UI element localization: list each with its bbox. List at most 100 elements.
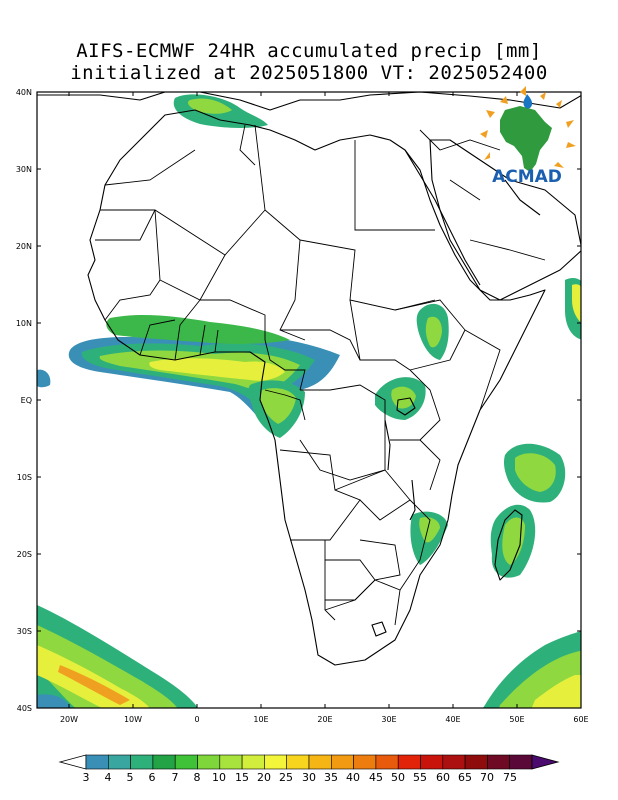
lat-label: 40S: [17, 704, 32, 713]
colorbar-labels: 3 4 5 6 7 8 10 15 20 25 30 35 40 45 50 5…: [83, 771, 518, 784]
colorbar-label: 50: [391, 771, 405, 784]
precip-left-edge: [37, 369, 51, 388]
precip-indian-ocean-core: [515, 453, 556, 492]
lat-label: 20S: [17, 550, 32, 559]
colorbar-label: 35: [324, 771, 338, 784]
border-tunisia: [239, 124, 256, 166]
colorbar-cell: [442, 754, 466, 770]
colorbar-label: 75: [503, 771, 517, 784]
colorbar-cell: [509, 754, 533, 770]
colorbar-cell: [264, 754, 287, 770]
colorbar-label: 3: [83, 771, 90, 784]
precip-mediterranean-core: [187, 98, 232, 114]
lake-tanganyika: [384, 419, 391, 471]
colorbar-label: 4: [105, 771, 112, 784]
lake-malawi: [409, 479, 416, 521]
border-tanzania: [390, 439, 441, 491]
colorbar-label: 30: [302, 771, 316, 784]
colorbar-cell: [197, 754, 221, 770]
lon-label: 50E: [509, 715, 524, 724]
arabia-coast: [429, 139, 581, 301]
border-kenya: [409, 369, 441, 441]
colorbar-label: 70: [480, 771, 494, 784]
colorbar-cell: [152, 754, 176, 770]
colorbar-over-triangle: [531, 754, 560, 770]
border-algeria-libya: [254, 124, 301, 241]
colorbar-cell: [286, 754, 310, 770]
precip-east-edge-core: [572, 284, 581, 323]
border-sudan: [299, 239, 436, 311]
border-arabia-1: [469, 239, 546, 261]
border-mozambique: [399, 499, 431, 591]
lesotho: [371, 621, 387, 637]
colorbar-label: 25: [279, 771, 293, 784]
lat-label: 30N: [16, 165, 32, 174]
colorbar-cell: [420, 754, 444, 770]
colorbar-label: 20: [257, 771, 271, 784]
africa-coastline: [87, 109, 546, 666]
lon-label: 30E: [381, 715, 396, 724]
colorbar-label: 40: [346, 771, 360, 784]
lon-label: 40E: [445, 715, 460, 724]
border-westafrica-1: [104, 279, 161, 321]
colorbar-cell: [397, 754, 421, 770]
border-gabon-congo: [264, 389, 306, 421]
colorbar-label: 65: [458, 771, 472, 784]
lake-victoria: [396, 397, 416, 416]
border-westafrica-5: [214, 329, 219, 353]
colorbar-cell: [375, 754, 399, 770]
border-arabia-2: [449, 179, 481, 201]
border-libya-egypt: [354, 140, 435, 231]
map-title-line2: initialized at 2025051800 VT: 2025052400: [70, 62, 548, 84]
precip-mozambique-core: [419, 517, 440, 543]
border-zimbabwe: [359, 539, 401, 581]
lat-label: EQ: [21, 396, 32, 405]
precip-madagascar-core: [502, 517, 525, 565]
lon-label: 10E: [253, 715, 268, 724]
border-somalia: [464, 329, 501, 411]
border-south-africa: [324, 579, 401, 626]
precip-layer: [37, 94, 581, 708]
colorbar-cells: [85, 754, 533, 770]
lat-label: 30S: [17, 627, 32, 636]
colorbar-cell: [308, 754, 332, 770]
colorbar-label: 5: [127, 771, 134, 784]
lon-label: 60E: [573, 715, 588, 724]
precip-westafrica-coast: [106, 315, 290, 345]
acmad-logo-text: ACMAD: [492, 167, 562, 187]
colorbar-label: 8: [194, 771, 201, 784]
longitude-labels: 20W 10W 0 10E 20E 30E 40E 50E 60E: [60, 715, 589, 724]
lat-label: 10N: [16, 319, 32, 328]
colorbar-cell: [330, 754, 354, 770]
coastline-layer: [37, 92, 581, 666]
colorbar-cell: [241, 754, 265, 770]
lon-label: 0: [194, 715, 199, 724]
border-westafrica-2: [139, 319, 176, 356]
colorbar-label: 6: [149, 771, 156, 784]
precip-gulf-guinea-core: [149, 358, 285, 381]
colorbar-under-triangle: [58, 754, 87, 770]
latitude-labels: 40N 30N 20N 10N EQ 10S 20S 30S 40S: [16, 88, 32, 713]
colorbar-cell: [85, 754, 109, 770]
africa-silhouette-icon: [500, 106, 552, 172]
persian-gulf: [504, 179, 541, 216]
map-title-line1: AIFS-ECMWF 24HR accumulated precip [mm]: [76, 40, 542, 62]
border-layer: [95, 124, 546, 626]
precip-south-atlantic-peak: [58, 665, 130, 705]
lon-label: 20E: [317, 715, 332, 724]
lat-label: 10S: [17, 473, 32, 482]
red-sea: [404, 149, 481, 286]
border-namibia: [290, 539, 336, 621]
border-cameroon: [264, 339, 306, 391]
border-morocco: [104, 149, 196, 186]
colorbar-cell: [464, 754, 488, 770]
lat-label: 40N: [16, 88, 32, 97]
madagascar-coast: [494, 509, 523, 581]
border-botswana: [325, 559, 376, 601]
border-westafrica-3: [174, 299, 201, 361]
colorbar-cell: [487, 754, 510, 770]
lon-label: 20W: [60, 715, 78, 724]
border-niger-mali: [154, 209, 226, 301]
border-drc: [299, 384, 386, 481]
